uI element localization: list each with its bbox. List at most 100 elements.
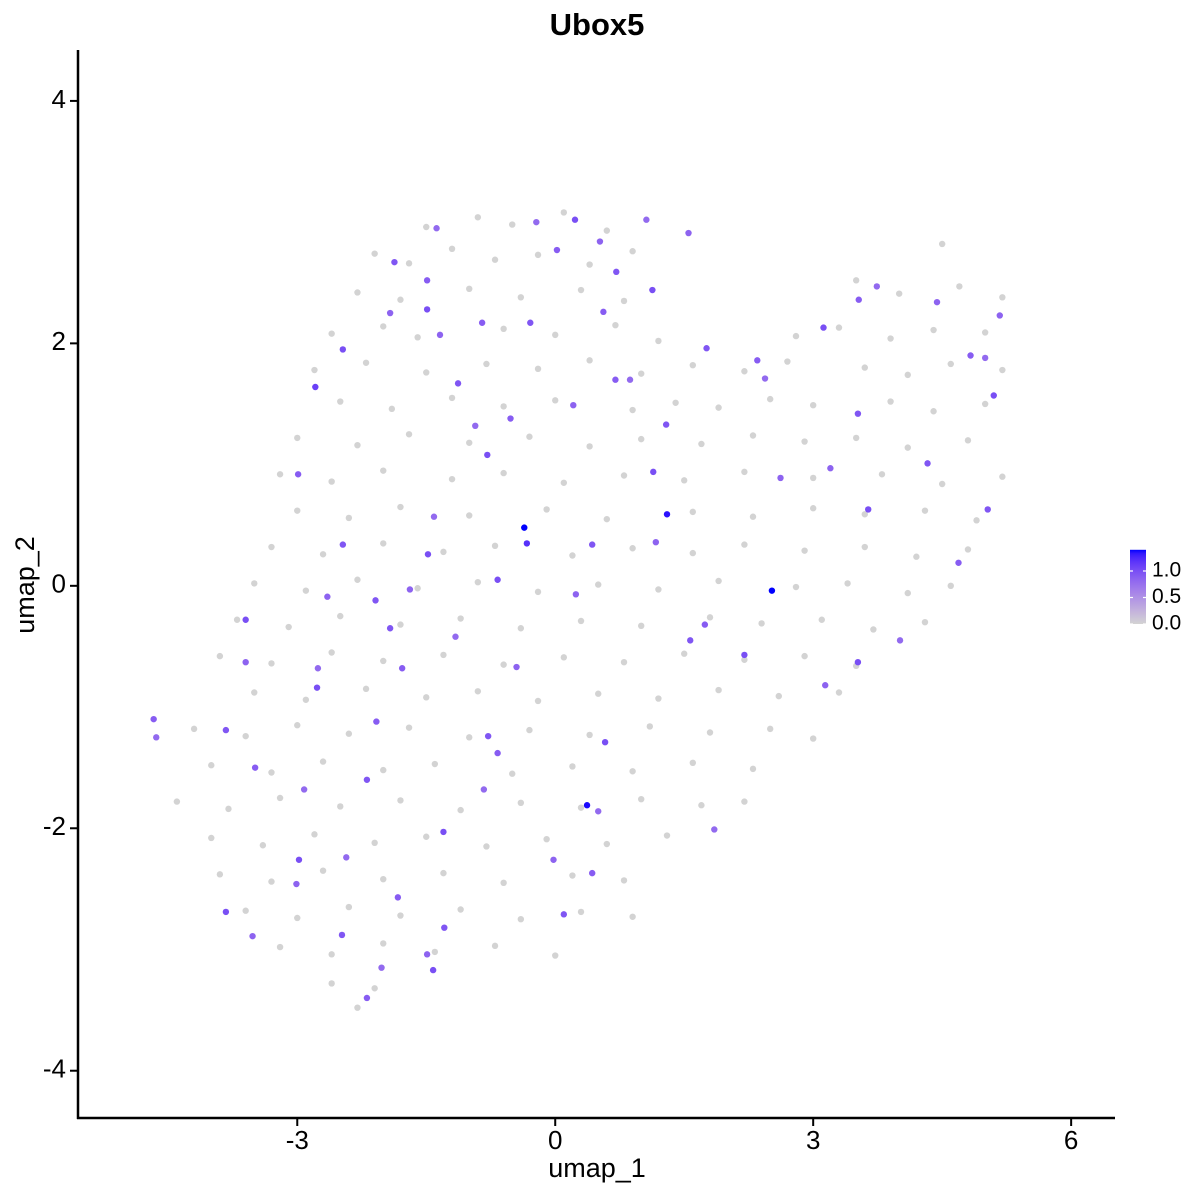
point bbox=[865, 506, 872, 513]
point bbox=[844, 580, 851, 587]
point bbox=[612, 321, 619, 329]
point bbox=[457, 906, 464, 913]
point bbox=[380, 940, 387, 947]
point bbox=[895, 290, 903, 297]
point bbox=[314, 665, 322, 672]
point bbox=[577, 908, 585, 916]
point bbox=[715, 686, 722, 694]
chart-title: Ubox5 bbox=[550, 7, 645, 42]
point bbox=[689, 361, 697, 369]
point bbox=[338, 931, 346, 939]
point bbox=[999, 366, 1006, 374]
point bbox=[339, 541, 347, 548]
point bbox=[629, 545, 636, 552]
point bbox=[835, 324, 843, 331]
point bbox=[698, 802, 705, 809]
point bbox=[363, 776, 371, 783]
point bbox=[629, 248, 636, 255]
point bbox=[981, 329, 989, 336]
point bbox=[222, 726, 230, 734]
point bbox=[930, 326, 937, 334]
point bbox=[216, 871, 224, 878]
point bbox=[500, 469, 507, 477]
point bbox=[423, 369, 430, 376]
point bbox=[371, 839, 378, 847]
point bbox=[663, 511, 671, 518]
point bbox=[649, 286, 656, 294]
point bbox=[380, 540, 387, 547]
point bbox=[242, 732, 249, 740]
point bbox=[517, 799, 525, 807]
point bbox=[620, 297, 628, 305]
point bbox=[483, 360, 490, 368]
point bbox=[405, 431, 413, 438]
point bbox=[466, 285, 473, 293]
point bbox=[491, 256, 499, 263]
point bbox=[854, 410, 862, 417]
point bbox=[741, 368, 748, 375]
point bbox=[913, 553, 920, 560]
colorbar-tick-label: 0.5 bbox=[1152, 585, 1181, 608]
point bbox=[311, 831, 318, 838]
point bbox=[429, 966, 437, 974]
point bbox=[380, 467, 387, 474]
point bbox=[295, 856, 303, 863]
point bbox=[572, 591, 580, 598]
point bbox=[741, 541, 748, 548]
point bbox=[855, 296, 862, 303]
point bbox=[801, 547, 808, 554]
point bbox=[339, 346, 347, 353]
point bbox=[372, 597, 379, 604]
point bbox=[294, 914, 301, 922]
point bbox=[276, 471, 284, 478]
point bbox=[268, 660, 275, 667]
point bbox=[685, 229, 692, 237]
point bbox=[474, 578, 482, 586]
point bbox=[386, 309, 394, 317]
point bbox=[586, 443, 593, 450]
point bbox=[431, 948, 439, 956]
point bbox=[715, 577, 722, 585]
point bbox=[741, 798, 748, 805]
point bbox=[560, 654, 568, 661]
point bbox=[973, 517, 980, 524]
point bbox=[268, 769, 275, 776]
point bbox=[655, 695, 662, 702]
point bbox=[457, 615, 464, 622]
point bbox=[521, 524, 528, 531]
point bbox=[933, 298, 941, 306]
point bbox=[852, 434, 860, 442]
point bbox=[552, 397, 559, 404]
point bbox=[638, 795, 645, 803]
point bbox=[689, 508, 697, 516]
point bbox=[380, 323, 387, 330]
point bbox=[405, 260, 413, 267]
point bbox=[414, 585, 421, 592]
point bbox=[343, 854, 350, 861]
point bbox=[809, 505, 817, 512]
point bbox=[362, 685, 370, 693]
point bbox=[440, 869, 447, 877]
point bbox=[569, 552, 576, 559]
point bbox=[629, 406, 636, 414]
point bbox=[285, 623, 292, 631]
point bbox=[956, 283, 963, 290]
point bbox=[655, 337, 662, 345]
point bbox=[861, 543, 868, 551]
point bbox=[312, 383, 319, 391]
point bbox=[302, 587, 310, 594]
point bbox=[313, 684, 321, 691]
point bbox=[397, 912, 404, 919]
point bbox=[268, 543, 275, 551]
point bbox=[809, 401, 817, 409]
point bbox=[216, 652, 224, 660]
point bbox=[294, 722, 301, 729]
point bbox=[681, 650, 688, 657]
point bbox=[362, 359, 370, 366]
point bbox=[222, 908, 230, 916]
point bbox=[761, 375, 769, 382]
point bbox=[595, 690, 602, 697]
point bbox=[543, 835, 550, 843]
point bbox=[801, 652, 808, 660]
